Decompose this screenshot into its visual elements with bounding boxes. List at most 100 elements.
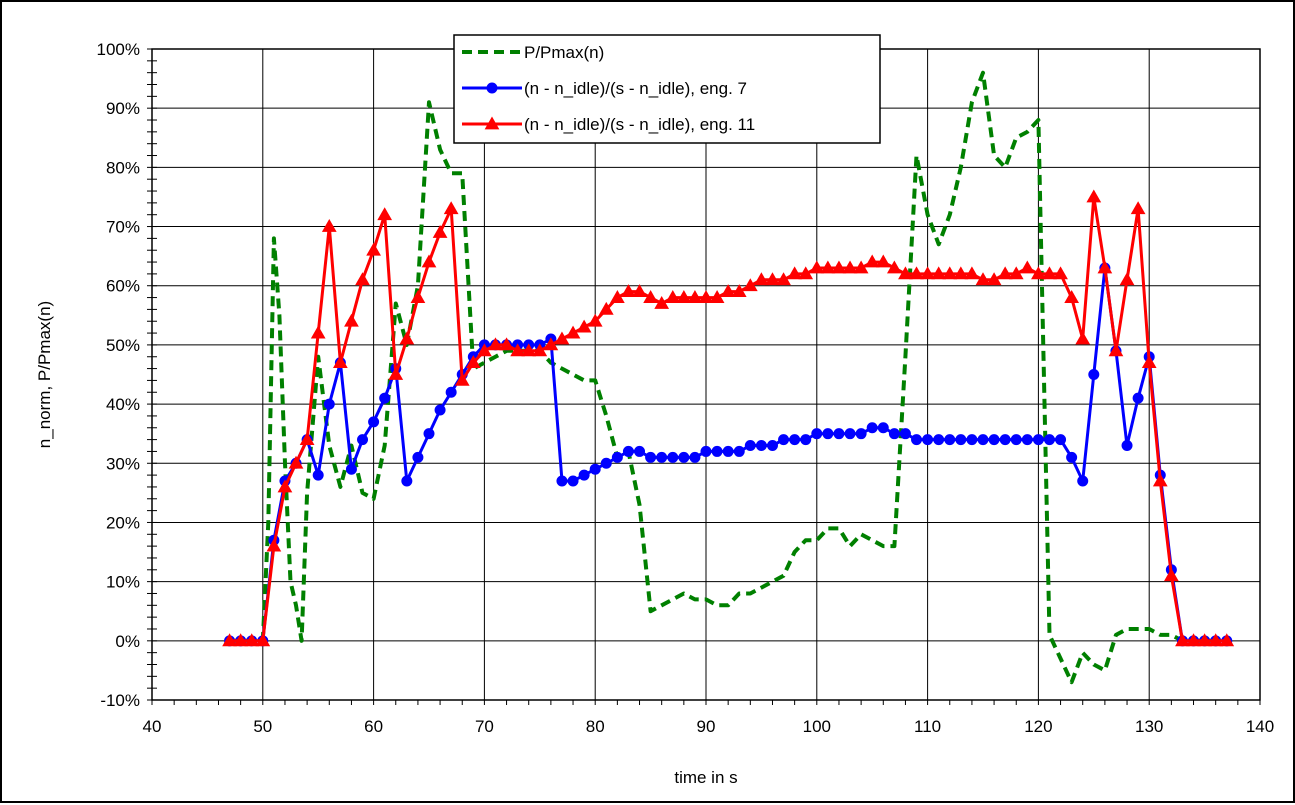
data-point-2 (543, 337, 559, 351)
data-point-1 (1021, 434, 1033, 446)
data-point-2 (321, 219, 337, 232)
data-point-1 (312, 469, 324, 481)
x-tick-label: 60 (364, 717, 383, 736)
data-point-2 (499, 337, 514, 351)
data-point-1 (700, 445, 712, 457)
data-point-2 (554, 331, 570, 345)
series-line-2 (229, 195, 1227, 643)
data-point-2 (754, 272, 769, 286)
data-point-2 (388, 366, 404, 380)
data-point-2 (332, 355, 348, 369)
data-point-2 (1097, 260, 1113, 274)
data-point-2 (399, 331, 415, 345)
data-point-2 (875, 254, 891, 268)
data-point-2 (1219, 633, 1235, 647)
data-point-2 (731, 284, 747, 298)
data-point-1 (988, 434, 1000, 446)
data-point-2 (942, 266, 958, 280)
data-point-1 (445, 386, 457, 398)
data-point-1 (999, 434, 1011, 446)
data-point-2 (798, 266, 814, 280)
data-point-2 (842, 260, 858, 274)
data-point-1 (1043, 434, 1055, 446)
data-point-2 (632, 284, 647, 298)
data-point-2 (742, 278, 758, 292)
data-point-1 (1066, 451, 1078, 463)
data-point-2 (410, 290, 426, 303)
minor-ticks (147, 48, 1261, 705)
data-point-2 (1031, 266, 1046, 280)
data-point-1 (412, 451, 424, 463)
legend-box (453, 34, 881, 144)
data-point-2 (953, 266, 969, 280)
data-point-2 (366, 242, 381, 256)
data-point-2 (676, 290, 692, 303)
data-point-1 (423, 428, 435, 440)
data-point-2 (909, 266, 924, 280)
y-tick-label: -10% (100, 691, 140, 710)
data-point-2 (443, 201, 459, 215)
data-point-2 (1053, 266, 1068, 280)
data-point-2 (831, 260, 847, 274)
data-point-2 (598, 301, 614, 315)
legend-marker-1 (486, 82, 498, 94)
data-point-1 (966, 434, 978, 446)
data-point-2 (986, 272, 1002, 286)
data-point-2 (1197, 633, 1212, 647)
y-tick-label: 10% (106, 573, 140, 592)
data-point-2 (1152, 473, 1168, 487)
data-point-2 (222, 633, 237, 647)
data-point-2 (975, 272, 991, 286)
data-point-1 (855, 428, 867, 440)
data-point-2 (698, 290, 714, 303)
y-axis-tick-labels: -10% 0% 10% 20% 30% 40% 50% 60% 70% 80% 90% 100% (97, 40, 140, 710)
data-point-2 (665, 290, 681, 303)
data-point-2 (886, 260, 902, 274)
data-point-2 (532, 343, 548, 357)
data-point-2 (266, 538, 282, 552)
data-point-2 (787, 266, 803, 280)
data-point-2 (864, 254, 880, 268)
data-point-1 (833, 428, 845, 440)
data-point-2 (310, 325, 326, 339)
data-point-2 (1186, 633, 1201, 647)
data-point-2 (355, 272, 370, 286)
data-point-1 (877, 422, 889, 434)
data-point-2 (510, 343, 526, 357)
x-tick-label: 140 (1246, 717, 1274, 736)
data-point-1 (600, 457, 612, 469)
data-point-2 (1019, 260, 1035, 274)
data-point-1 (634, 445, 646, 457)
data-point-1 (977, 434, 989, 446)
data-point-1 (323, 398, 335, 410)
data-point-2 (853, 260, 869, 274)
series-layer (222, 70, 1235, 685)
data-point-2 (1042, 266, 1057, 280)
legend-marker-2 (484, 116, 500, 130)
series-1 (224, 262, 1233, 647)
data-point-1 (401, 475, 413, 487)
data-point-1 (822, 428, 834, 440)
data-point-2 (288, 455, 304, 469)
data-point-2 (1086, 189, 1102, 203)
x-tick-label: 130 (1135, 717, 1163, 736)
data-point-2 (621, 284, 636, 298)
data-point-2 (576, 319, 592, 333)
x-tick-label: 50 (253, 717, 272, 736)
data-point-2 (465, 355, 481, 369)
data-point-1 (899, 428, 911, 440)
data-point-1 (711, 445, 723, 457)
data-point-1 (955, 434, 967, 446)
data-point-1 (811, 428, 823, 440)
data-point-2 (709, 290, 725, 303)
data-point-1 (667, 451, 679, 463)
data-point-1 (1010, 434, 1022, 446)
data-point-2 (454, 372, 470, 386)
data-point-1 (434, 404, 446, 416)
data-point-1 (844, 428, 856, 440)
x-tick-label: 70 (475, 717, 494, 736)
data-point-2 (277, 479, 293, 493)
data-point-1 (567, 475, 579, 487)
data-point-1 (866, 422, 878, 434)
